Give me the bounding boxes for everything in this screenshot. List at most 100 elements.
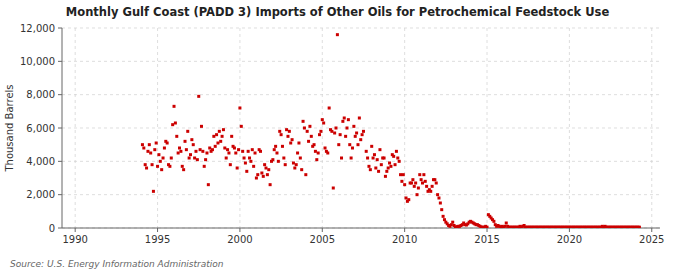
point — [199, 148, 202, 151]
point — [226, 148, 229, 151]
y-axis-label: Thousand Barrels — [4, 84, 15, 172]
point — [189, 153, 192, 156]
point — [411, 178, 414, 181]
point — [148, 143, 151, 146]
x-grid-line — [569, 28, 570, 228]
x-tick — [487, 228, 488, 232]
point — [197, 95, 200, 98]
point — [173, 105, 176, 108]
point — [314, 150, 317, 153]
point — [219, 140, 222, 143]
point — [286, 135, 289, 138]
point — [160, 168, 163, 171]
point — [289, 142, 292, 145]
point — [378, 148, 381, 151]
point — [407, 198, 410, 201]
point — [347, 118, 350, 121]
x-tick-label: 2020 — [557, 234, 582, 245]
point — [297, 142, 300, 145]
point — [350, 157, 353, 160]
point — [313, 143, 316, 146]
point — [352, 125, 355, 128]
point — [300, 168, 303, 171]
point — [421, 182, 424, 185]
point — [151, 163, 154, 166]
point — [266, 173, 269, 176]
y-tick — [58, 228, 62, 229]
point — [269, 183, 272, 186]
point — [306, 130, 309, 133]
point — [267, 168, 270, 171]
point — [203, 165, 206, 168]
point — [420, 178, 423, 181]
point — [377, 170, 380, 173]
point — [370, 145, 373, 148]
points — [141, 33, 641, 228]
point — [193, 157, 196, 160]
point — [365, 150, 368, 153]
point — [243, 157, 246, 160]
point — [388, 162, 391, 165]
point — [274, 145, 277, 148]
point — [152, 190, 155, 193]
point — [373, 153, 376, 156]
point — [405, 197, 408, 200]
point — [345, 127, 348, 130]
point — [336, 33, 339, 36]
point — [638, 226, 641, 228]
x-tick — [239, 228, 240, 232]
point — [192, 143, 195, 146]
point — [275, 152, 278, 155]
y-tick — [58, 94, 62, 95]
point — [383, 157, 386, 160]
point — [252, 165, 255, 168]
point — [340, 157, 343, 160]
point — [177, 152, 180, 155]
point — [244, 162, 247, 165]
point — [356, 143, 359, 146]
x-grid-line — [322, 28, 323, 228]
point — [159, 160, 162, 163]
point — [503, 225, 506, 228]
point — [174, 122, 177, 125]
point — [326, 152, 329, 155]
point — [284, 163, 287, 166]
point — [237, 148, 240, 151]
point — [155, 142, 158, 145]
point — [249, 160, 252, 163]
y-grid-line — [62, 194, 660, 195]
point — [396, 157, 399, 160]
point — [395, 150, 398, 153]
x-tick — [651, 228, 652, 232]
point — [178, 147, 181, 150]
chart: 02,0004,0006,0008,00010,00012,0001990199… — [0, 0, 675, 275]
point — [315, 158, 318, 161]
x-tick-label: 2005 — [310, 234, 335, 245]
point — [343, 117, 346, 120]
point — [236, 167, 239, 170]
y-grid-line — [62, 61, 660, 62]
y-tick-label: 2,000 — [26, 189, 55, 200]
x-tick-label: 2010 — [392, 234, 417, 245]
point — [295, 163, 298, 166]
point — [223, 147, 226, 150]
point — [222, 128, 225, 131]
point — [389, 165, 392, 168]
point — [351, 147, 354, 150]
point — [214, 145, 217, 148]
point — [211, 148, 214, 151]
point — [255, 177, 258, 180]
point — [233, 147, 236, 150]
point — [436, 193, 439, 196]
point — [410, 182, 413, 185]
y-tick — [58, 194, 62, 195]
point — [225, 157, 228, 160]
point — [188, 157, 191, 160]
point — [251, 148, 254, 151]
point — [310, 135, 313, 138]
point — [422, 173, 425, 176]
point — [424, 180, 427, 183]
point — [282, 157, 285, 160]
point — [170, 157, 173, 160]
point — [212, 135, 215, 138]
